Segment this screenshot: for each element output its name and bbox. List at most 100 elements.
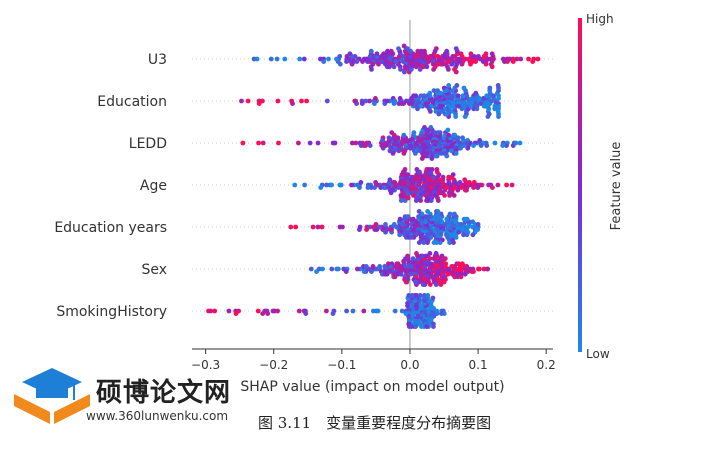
- shap-point: [405, 172, 411, 178]
- shap-point: [315, 224, 321, 230]
- shap-point: [491, 56, 496, 62]
- watermark: 硕博论文网 www.360lunwenku.com: [12, 360, 262, 430]
- x-axis-title: SHAP value (impact on model output): [240, 379, 504, 395]
- colorbar: [578, 18, 582, 352]
- shap-point: [256, 101, 262, 106]
- shap-point: [444, 185, 450, 191]
- shap-point: [458, 274, 464, 280]
- shap-point: [431, 174, 437, 180]
- shap-point: [478, 101, 484, 106]
- shap-point: [382, 271, 388, 277]
- shap-point: [308, 266, 314, 272]
- shap-point: [374, 51, 380, 57]
- shap-point: [324, 182, 329, 188]
- shap-point: [484, 93, 490, 99]
- shap-point: [397, 216, 403, 222]
- shap-point: [446, 83, 452, 88]
- shap-point: [461, 143, 467, 149]
- feature-label: SmokingHistory: [56, 304, 167, 320]
- shap-point: [526, 56, 531, 62]
- shap-point: [369, 269, 374, 274]
- shap-point: [363, 143, 368, 149]
- colorbar-low-label: Low: [586, 347, 610, 361]
- shap-point: [535, 56, 541, 62]
- shap-point: [460, 93, 466, 99]
- shap-point: [417, 293, 423, 298]
- shap-point: [477, 138, 483, 143]
- shap-point: [490, 185, 495, 191]
- shap-point: [427, 54, 433, 59]
- shap-point: [344, 308, 349, 314]
- shap-point: [470, 232, 476, 238]
- shap-point: [410, 216, 416, 222]
- shap-point: [255, 308, 261, 314]
- shap-point: [392, 98, 398, 104]
- shap-point: [428, 261, 434, 267]
- shap-point: [392, 145, 398, 151]
- shap-point: [290, 101, 295, 106]
- shap-point: [401, 132, 407, 138]
- feature-label: U3: [148, 52, 167, 68]
- shap-point: [392, 308, 398, 314]
- shap-point: [441, 279, 447, 285]
- shap-point: [361, 308, 367, 314]
- shap-point: [420, 282, 426, 287]
- shap-point: [485, 114, 491, 119]
- shap-point: [355, 182, 360, 188]
- shap-point: [455, 187, 461, 193]
- shap-point: [288, 224, 294, 230]
- shap-point: [453, 69, 459, 75]
- shap-point: [440, 61, 446, 67]
- shap-point: [374, 227, 380, 233]
- shap-point: [437, 190, 443, 196]
- shap-point: [471, 54, 477, 59]
- shap-point: [495, 182, 501, 188]
- shap-point: [357, 227, 362, 233]
- feature-label: Age: [140, 178, 167, 194]
- watermark-url: www.360lunwenku.com: [86, 409, 229, 423]
- shap-point: [355, 266, 360, 272]
- shap-point: [320, 266, 325, 272]
- shap-point: [239, 98, 244, 104]
- shap-point: [245, 98, 251, 104]
- shap-point: [354, 59, 360, 64]
- shap-point: [268, 56, 274, 62]
- shap-point: [282, 56, 288, 62]
- shap-point: [330, 311, 336, 316]
- shap-point: [510, 59, 516, 64]
- shap-point: [391, 222, 397, 227]
- shap-point: [359, 101, 365, 106]
- shap-point: [475, 185, 481, 191]
- shap-point: [420, 64, 426, 70]
- shap-point: [461, 232, 466, 238]
- shap-point: [413, 64, 419, 70]
- shap-point: [421, 190, 427, 196]
- shap-point: [413, 198, 419, 204]
- shap-point: [373, 96, 378, 101]
- shap-point: [462, 177, 468, 183]
- shap-point: [456, 103, 461, 109]
- shap-point: [408, 48, 413, 54]
- shap-point: [337, 54, 343, 59]
- shap-point: [409, 235, 414, 240]
- shap-point: [411, 193, 416, 198]
- shap-point: [444, 88, 449, 93]
- shap-point: [411, 93, 416, 99]
- shap-point: [474, 106, 480, 112]
- shap-point: [433, 46, 439, 51]
- shap-point: [406, 324, 412, 329]
- shap-point: [422, 293, 427, 298]
- shap-point: [442, 151, 447, 156]
- shap-point: [492, 140, 498, 146]
- shap-point: [489, 51, 495, 57]
- shap-point: [434, 311, 440, 316]
- shap-point: [484, 143, 490, 149]
- shap-point: [329, 182, 334, 188]
- shap-point: [384, 98, 390, 104]
- shap-point: [464, 216, 470, 222]
- shap-point: [447, 193, 452, 198]
- shap-point: [292, 182, 298, 188]
- shap-point: [437, 130, 443, 136]
- shap-point: [420, 253, 425, 259]
- shap-point: [398, 198, 404, 204]
